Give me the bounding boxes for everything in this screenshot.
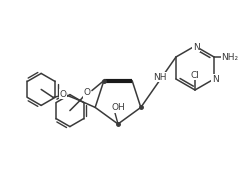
Text: O: O [83, 88, 90, 97]
Text: O: O [60, 90, 67, 99]
Text: N: N [212, 74, 218, 83]
Text: NH₂: NH₂ [221, 52, 239, 62]
Text: NH: NH [153, 73, 166, 82]
Text: OH: OH [111, 104, 125, 112]
Text: N: N [193, 42, 199, 51]
Text: Cl: Cl [191, 71, 200, 79]
